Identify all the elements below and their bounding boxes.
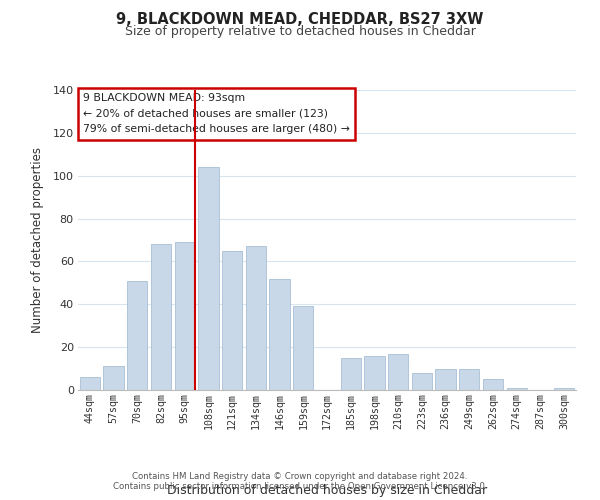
- Bar: [364, 356, 385, 390]
- Text: Contains public sector information licensed under the Open Government Licence v3: Contains public sector information licen…: [113, 482, 487, 491]
- Y-axis label: Number of detached properties: Number of detached properties: [31, 147, 44, 333]
- Bar: [412, 373, 432, 390]
- Bar: [80, 377, 100, 390]
- Bar: [151, 244, 171, 390]
- Bar: [222, 250, 242, 390]
- Bar: [506, 388, 527, 390]
- Bar: [269, 278, 290, 390]
- Bar: [341, 358, 361, 390]
- Bar: [175, 242, 195, 390]
- Bar: [103, 366, 124, 390]
- Text: 9 BLACKDOWN MEAD: 93sqm
← 20% of detached houses are smaller (123)
79% of semi-d: 9 BLACKDOWN MEAD: 93sqm ← 20% of detache…: [83, 93, 350, 134]
- Text: Contains HM Land Registry data © Crown copyright and database right 2024.: Contains HM Land Registry data © Crown c…: [132, 472, 468, 481]
- Bar: [199, 167, 218, 390]
- Bar: [436, 368, 455, 390]
- X-axis label: Distribution of detached houses by size in Cheddar: Distribution of detached houses by size …: [167, 484, 487, 498]
- Text: Size of property relative to detached houses in Cheddar: Size of property relative to detached ho…: [125, 25, 475, 38]
- Bar: [246, 246, 266, 390]
- Text: 9, BLACKDOWN MEAD, CHEDDAR, BS27 3XW: 9, BLACKDOWN MEAD, CHEDDAR, BS27 3XW: [116, 12, 484, 28]
- Bar: [483, 380, 503, 390]
- Bar: [293, 306, 313, 390]
- Bar: [127, 280, 148, 390]
- Bar: [459, 368, 479, 390]
- Bar: [554, 388, 574, 390]
- Bar: [388, 354, 408, 390]
